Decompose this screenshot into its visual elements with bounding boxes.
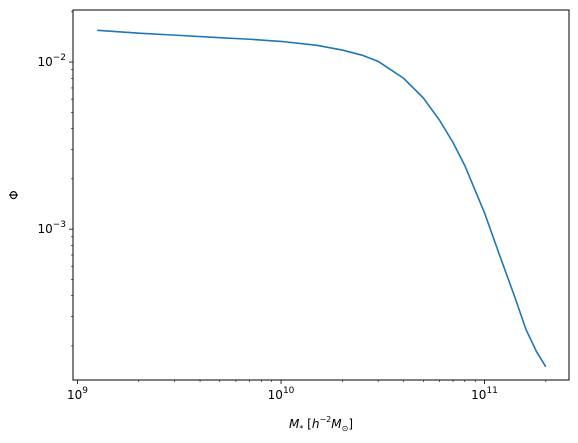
y-tick-label: 10−2 bbox=[37, 53, 66, 69]
plot-frame bbox=[72, 9, 570, 381]
y-axis-label: Φ bbox=[7, 190, 21, 199]
plot-layer bbox=[97, 29, 547, 368]
x-axis-label: M* [h−2M⊙] bbox=[289, 415, 353, 433]
y-tick-label: 10−3 bbox=[37, 220, 66, 236]
x-tick-label: 1010 bbox=[268, 386, 295, 402]
series-line-0 bbox=[97, 29, 547, 368]
x-tick-label: 109 bbox=[67, 386, 88, 402]
x-tick-label: 1011 bbox=[471, 386, 498, 402]
x-axis: 109 1010 1011 bbox=[67, 380, 547, 402]
y-axis: 10−3 10−2 bbox=[37, 11, 73, 347]
